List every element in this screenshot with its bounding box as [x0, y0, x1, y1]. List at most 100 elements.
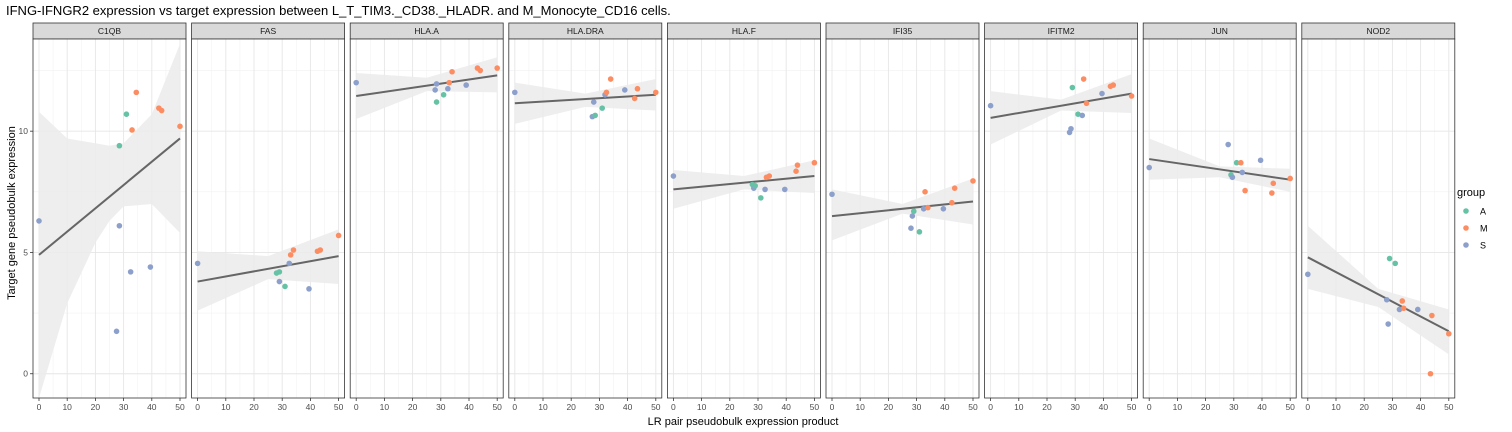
x-tick-label: 10 [1331, 402, 1341, 412]
confidence-band [39, 43, 180, 398]
x-tick-label: 50 [810, 402, 820, 412]
data-point-s [1396, 306, 1403, 313]
x-tick-label: 10 [380, 402, 390, 412]
data-point-s [433, 81, 440, 87]
data-point-s [1414, 306, 1421, 313]
x-tick-label: 20 [884, 402, 894, 412]
data-point-s [987, 102, 994, 109]
x-axis-title: LR pair pseudobulk expression product [648, 416, 839, 428]
data-point-m [1399, 298, 1406, 304]
data-point-a [1386, 255, 1393, 262]
trend-line [1307, 256, 1450, 333]
x-tick-label: 40 [1416, 402, 1426, 412]
y-tick-label: 0 [23, 369, 28, 379]
x-tick-label: 0 [1147, 402, 1152, 412]
data-point-a [592, 112, 598, 119]
confidence-band [356, 57, 498, 120]
x-tick-label: 0 [195, 402, 200, 412]
x-tick-label: 20 [408, 402, 418, 412]
data-point-m [951, 185, 958, 191]
x-tick-label: 40 [1099, 402, 1109, 412]
data-point-a [282, 283, 288, 290]
x-tick-label: 50 [334, 402, 344, 412]
trend-line [990, 92, 1132, 119]
x-tick-label: 0 [988, 402, 993, 412]
legend-label-m: M [1480, 224, 1488, 234]
x-tick-label: 40 [1257, 402, 1267, 412]
data-point-a [752, 182, 758, 189]
x-tick-label: 30 [119, 402, 129, 412]
trend-line [1149, 158, 1291, 181]
x-tick-label: 50 [1285, 402, 1295, 412]
legend-key-m [1463, 225, 1469, 231]
facet-panel-ifitm2: IFITM2 0 10 20 30 40 50 [984, 22, 1138, 412]
facet-panel-hla-f: HLA.F 0 10 20 30 40 50 [667, 22, 821, 412]
data-point-s [463, 82, 469, 88]
data-point-m [1083, 100, 1090, 107]
data-point-m [129, 127, 135, 133]
facet-strip-label: NOD2 [1366, 26, 1390, 36]
data-point-m [317, 247, 324, 253]
panel-border [667, 38, 821, 399]
x-tick-label: 30 [595, 402, 605, 412]
data-point-a [123, 111, 130, 117]
x-tick-label: 10 [697, 402, 707, 412]
legend-key-a [1463, 208, 1469, 214]
x-tick-label: 0 [354, 402, 359, 412]
facet-strip-label: FAS [260, 26, 276, 36]
data-point-a [599, 105, 606, 111]
data-point-s [116, 222, 123, 229]
data-point-a [276, 269, 283, 275]
data-point-s [1383, 296, 1390, 303]
data-point-m [477, 67, 484, 74]
data-point-s [1068, 125, 1074, 132]
x-tick-label: 40 [306, 402, 316, 412]
data-point-m [603, 89, 610, 96]
data-point-s [940, 205, 947, 212]
data-point-s [909, 213, 916, 219]
confidence-band [673, 160, 815, 209]
x-tick-label: 30 [277, 402, 287, 412]
y-tick-label: 10 [19, 126, 29, 136]
data-point-s [445, 85, 451, 92]
data-point-m [287, 252, 294, 258]
data-point-m [1446, 330, 1452, 337]
data-point-a [1075, 111, 1081, 117]
data-point-s [1257, 157, 1264, 164]
data-point-s [762, 186, 768, 193]
x-tick-label: 20 [1359, 402, 1369, 412]
data-point-s [276, 278, 283, 285]
confidence-band [1307, 225, 1449, 355]
trend-line [673, 175, 815, 191]
x-tick-label: 20 [249, 402, 259, 412]
data-point-m [949, 199, 955, 206]
data-point-a [440, 91, 447, 98]
data-point-s [590, 99, 597, 105]
x-tick-label: 30 [1070, 402, 1080, 412]
data-point-m [1287, 175, 1293, 182]
legend-label-a: A [1480, 207, 1486, 217]
data-point-s [1385, 321, 1391, 327]
data-point-s [1229, 174, 1236, 181]
confidence-band [514, 79, 656, 124]
x-tick-label: 20 [1201, 402, 1211, 412]
facet-panel-jun: JUN 0 10 20 30 40 50 [1142, 22, 1297, 412]
x-tick-label: 30 [1229, 402, 1239, 412]
data-point-m [1269, 190, 1275, 196]
x-tick-label: 40 [464, 402, 474, 412]
x-tick-label: 10 [1173, 402, 1183, 412]
data-point-s [781, 186, 788, 193]
confidence-band [990, 74, 1132, 145]
confidence-band [197, 229, 339, 311]
trend-line [514, 93, 656, 105]
panel-border [32, 38, 187, 399]
x-tick-label: 20 [566, 402, 576, 412]
data-point-m [133, 89, 140, 96]
legend-title: group [1457, 187, 1485, 199]
x-tick-label: 10 [221, 402, 231, 412]
x-tick-label: 40 [781, 402, 791, 412]
x-tick-label: 30 [1388, 402, 1398, 412]
data-point-m [634, 85, 641, 92]
facet-panel-fas: FAS 0 10 20 30 40 50 [191, 22, 346, 412]
data-point-a [758, 195, 764, 201]
